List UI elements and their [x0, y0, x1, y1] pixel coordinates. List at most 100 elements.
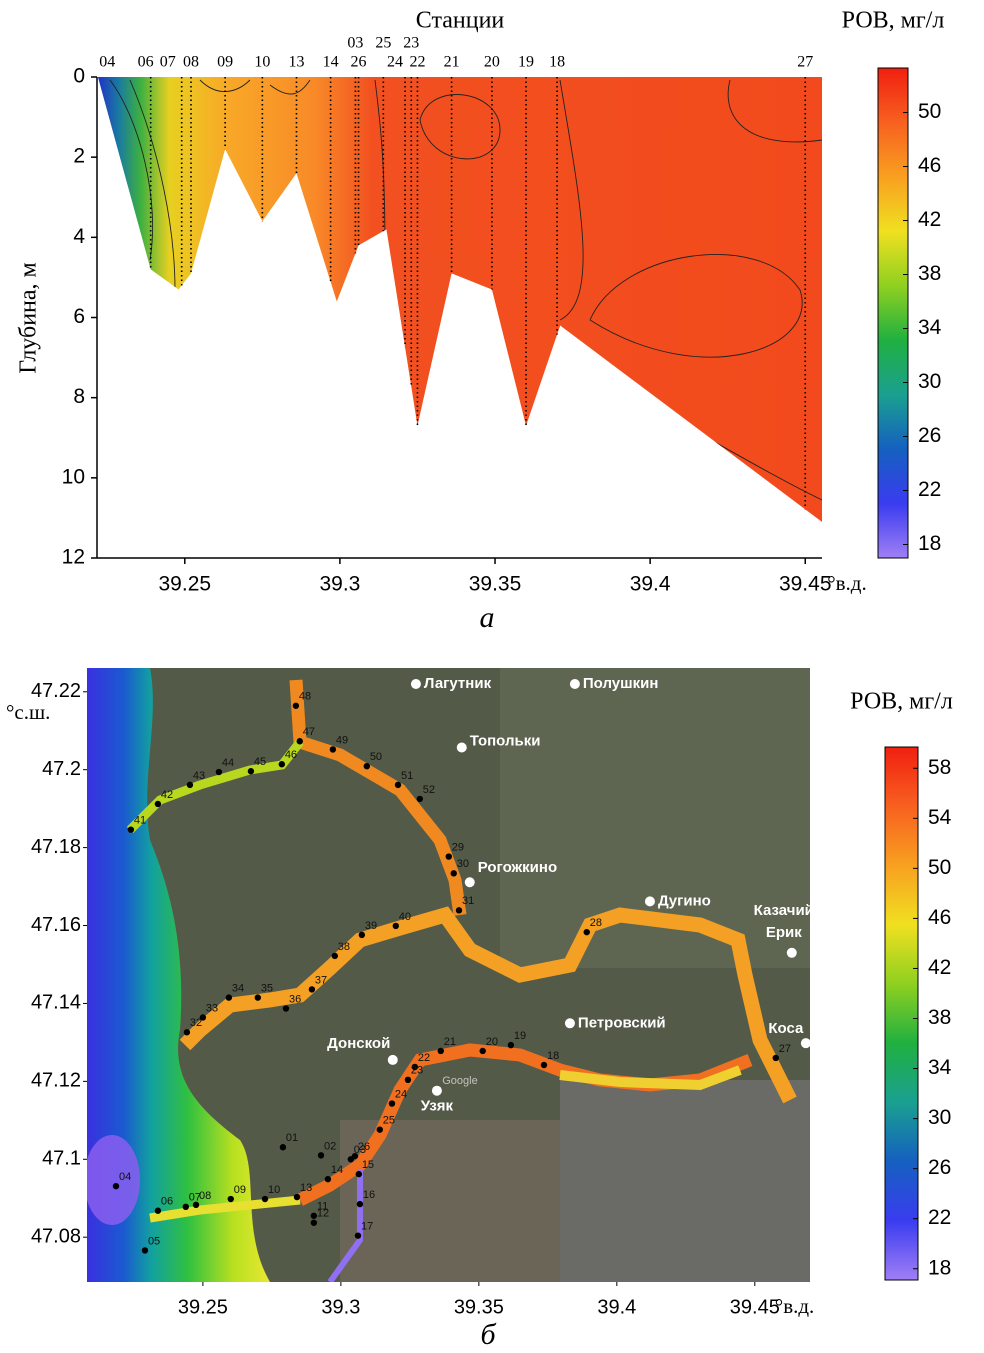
place-point [456, 742, 467, 753]
station-point [450, 870, 457, 877]
place-label: Ерик [766, 924, 802, 941]
station-point [416, 795, 424, 803]
colorbar-tick-label: 38 [918, 262, 941, 285]
panel-label: а [480, 601, 495, 634]
station-point [261, 1195, 269, 1203]
section-fill [97, 77, 823, 522]
x-tick-label: 39.45 [730, 1296, 780, 1318]
station-point [772, 1054, 779, 1062]
place-label: Топольки [470, 732, 541, 749]
station-point [292, 702, 300, 709]
colorbar-label: РОВ, мг/л [850, 689, 953, 715]
station-point [455, 907, 463, 914]
colorbar-tick-label: 30 [918, 370, 941, 393]
station-point [356, 1200, 364, 1208]
y-tick-label: 47.16 [31, 914, 81, 936]
station-label: 44 [222, 757, 234, 769]
station-label: 12 [317, 1208, 329, 1220]
station-point [411, 1063, 419, 1071]
place-label: Петровский [578, 1014, 666, 1031]
contour-line [199, 79, 251, 92]
station-label: 42 [161, 789, 173, 801]
station-label: 25 [383, 1115, 395, 1127]
y-tick-label: 47.2 [42, 758, 81, 780]
station-label: 41 [134, 815, 146, 827]
station-label: 13 [288, 54, 304, 71]
station-label: 09 [234, 1184, 246, 1196]
panel-b: Google 48 47 49 50 51 52 46 45 44 43 42 41 29 30 31 40 39… [6, 668, 953, 1351]
y-tick-label: 4 [73, 225, 85, 248]
station-point [324, 1175, 332, 1183]
place-point [464, 877, 475, 888]
place-point [410, 678, 421, 689]
contour-line [589, 254, 803, 358]
place-label: Донской [327, 1035, 390, 1052]
station-point [392, 922, 399, 930]
station-point [317, 1152, 325, 1159]
station-label: 22 [418, 1052, 430, 1064]
y-tick-label: 47.14 [31, 992, 81, 1014]
place-label: Дугино [658, 892, 711, 909]
station-point [354, 1232, 362, 1239]
station-label: 07 [189, 1192, 201, 1204]
contour-line [727, 79, 823, 143]
station-point [479, 1047, 486, 1055]
x-tick-label: 39.4 [597, 1296, 636, 1318]
y-tick-label: 6 [73, 305, 85, 328]
station-label: 14 [331, 1164, 343, 1176]
station-point [347, 1156, 355, 1163]
place-label: Полушкин [583, 675, 659, 692]
station-label: 07 [160, 54, 176, 71]
station-label: 04 [119, 1171, 131, 1183]
station-label: 09 [217, 54, 233, 71]
place-point [431, 1085, 442, 1096]
station-point [296, 738, 303, 745]
station-label: 10 [268, 1184, 280, 1196]
contour-line [129, 79, 176, 291]
station-label: 18 [549, 54, 565, 71]
colorbar-tick-label: 50 [918, 100, 941, 123]
colorbar-label: РОВ, мг/л [842, 8, 945, 34]
station-point [507, 1041, 515, 1049]
station-point [293, 1193, 301, 1201]
station-point [225, 994, 233, 1001]
station-label: 27 [779, 1043, 791, 1055]
colorbar-tick-label: 46 [918, 154, 941, 177]
station-label: 03 [347, 35, 363, 52]
station-label: 48 [299, 691, 311, 703]
station-label: 27 [797, 54, 813, 71]
station-label: 22 [409, 54, 425, 71]
station-label: 23 [411, 1065, 423, 1077]
x-tick-label: 39.45 [779, 573, 832, 596]
contour-line [269, 79, 311, 95]
x-tick-label: 39.35 [454, 1296, 504, 1318]
station-point [445, 853, 452, 860]
station-point [278, 761, 286, 768]
colorbar-tick-label: 18 [918, 532, 941, 555]
y-tick-label: 47.12 [31, 1070, 81, 1092]
station-point [331, 952, 339, 960]
station-label: 24 [387, 54, 403, 71]
station-label: 08 [183, 54, 199, 71]
station-label: 47 [303, 726, 315, 738]
panel-label: б [480, 1318, 496, 1351]
town [560, 1080, 810, 1282]
colorbar-tick-label: 58 [928, 756, 951, 779]
station-point [308, 986, 316, 993]
station-label: 31 [462, 895, 474, 907]
station-label: 35 [261, 983, 273, 995]
station-label: 38 [338, 941, 350, 953]
station-point [183, 1029, 191, 1036]
station-label: 30 [457, 858, 469, 870]
station-label: 52 [423, 784, 435, 796]
station-label: 20 [486, 1036, 498, 1048]
station-label: 14 [323, 54, 339, 71]
station-point [310, 1219, 318, 1226]
station-label: 26 [351, 54, 367, 71]
colorbar-tick-label: 22 [928, 1206, 951, 1229]
station-point [215, 768, 223, 776]
station-label: 10 [254, 54, 270, 71]
place-point [569, 678, 580, 689]
water-core [87, 1135, 140, 1225]
